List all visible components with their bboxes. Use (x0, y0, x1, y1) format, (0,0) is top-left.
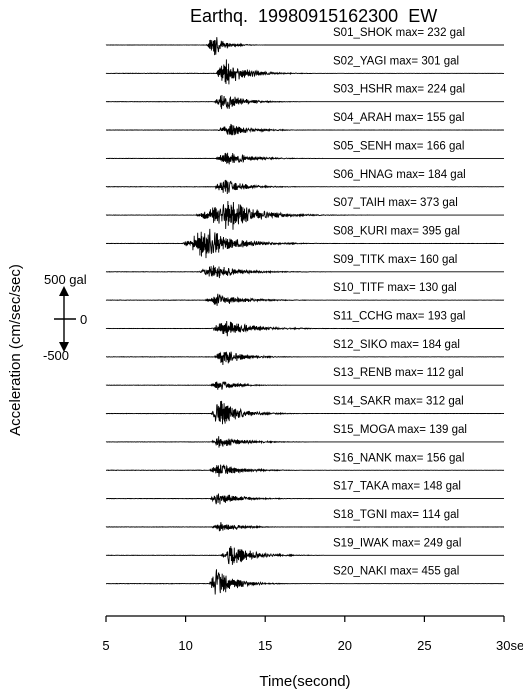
trace-s01-shok (105, 37, 504, 56)
x-axis-label: Time(second) (259, 673, 350, 690)
trace-s12-siko (106, 351, 504, 366)
station-label-s16-nank: S16_NANK max= 156 gal (333, 452, 464, 464)
station-label-s08-kuri: S08_KURI max= 395 gal (333, 225, 460, 237)
station-label-s02-yagi: S02_YAGI max= 301 gal (333, 55, 459, 67)
chart-title: Earthq. 19980915162300 EW (190, 6, 437, 26)
trace-s03-hshr (105, 94, 504, 110)
trace-s15-moga (105, 436, 504, 448)
station-label-s18-tgni: S18_TGNI max= 114 gal (333, 509, 459, 521)
station-label-s20-naki: S20_NAKI max= 455 gal (333, 566, 459, 578)
station-label-s15-moga: S15_MOGA max= 139 gal (333, 424, 467, 436)
trace-group (105, 37, 505, 595)
trace-s19-iwak (105, 545, 504, 565)
trace-s06-hnag (105, 179, 505, 195)
station-label-s06-hnag: S06_HNAG max= 184 gal (333, 169, 466, 181)
trace-s20-naki (106, 569, 505, 595)
station-label-s05-senh: S05_SENH max= 166 gal (333, 140, 464, 152)
y-axis-label: Acceleration (cm/sec/sec) (7, 264, 24, 436)
x-tick-label-30: 30sec (496, 638, 523, 653)
station-label-s10-titf: S10_TITF max= 130 gal (333, 282, 457, 294)
x-tick-group: 5 10 15 20 25 30sec (102, 616, 523, 653)
trace-s18-tgni (105, 522, 504, 532)
trace-s02-yagi (105, 59, 504, 85)
station-label-s11-cchg: S11_CCHG max= 193 gal (333, 311, 465, 323)
amplitude-scale-bar: 500 gal 0 -500 (43, 272, 87, 363)
station-label-s17-taka: S17_TAKA max= 148 gal (333, 481, 461, 493)
station-label-s01-shok: S01_SHOK max= 232 gal (333, 27, 465, 39)
scale-bottom-label: -500 (43, 348, 69, 363)
station-label-s09-titk: S09_TITK max= 160 gal (333, 254, 457, 266)
station-label-s13-renb: S13_RENB max= 112 gal (333, 367, 464, 379)
x-tick-label-25: 25 (417, 638, 431, 653)
x-tick-label-10: 10 (178, 638, 192, 653)
trace-s09-titk (105, 265, 504, 279)
trace-s17-taka (106, 493, 504, 505)
trace-s10-titf (105, 293, 505, 306)
station-label-s07-taih: S07_TAIH max= 373 gal (333, 197, 458, 209)
station-label-s04-arah: S04_ARAH max= 155 gal (333, 112, 464, 124)
x-tick-label-15: 15 (258, 638, 272, 653)
station-label-s12-siko: S12_SIKO max= 184 gal (333, 339, 460, 351)
x-tick-label-20: 20 (338, 638, 352, 653)
station-label-s19-iwak: S19_IWAK max= 249 gal (333, 537, 461, 549)
scale-arrow-up-icon (59, 286, 69, 296)
trace-s08-kuri (106, 228, 505, 259)
station-label-group: S01_SHOK max= 232 gal S02_YAGI max= 301 g… (333, 27, 467, 578)
scale-arrow-down-icon (59, 342, 69, 352)
trace-s05-senh (105, 152, 504, 165)
station-label-s03-hshr: S03_HSHR max= 224 gal (333, 84, 465, 96)
trace-s04-arah (106, 123, 504, 136)
trace-s07-taih (105, 200, 504, 230)
scale-top-label: 500 gal (44, 272, 87, 287)
trace-s13-renb (105, 381, 504, 390)
trace-s11-cchg (105, 320, 504, 337)
trace-s16-nank (106, 464, 505, 477)
scale-zero-label: 0 (80, 312, 87, 327)
trace-s14-sakr (105, 400, 504, 425)
x-tick-label-5: 5 (102, 638, 109, 653)
station-label-s14-sakr: S14_SAKR max= 312 gal (333, 396, 464, 408)
